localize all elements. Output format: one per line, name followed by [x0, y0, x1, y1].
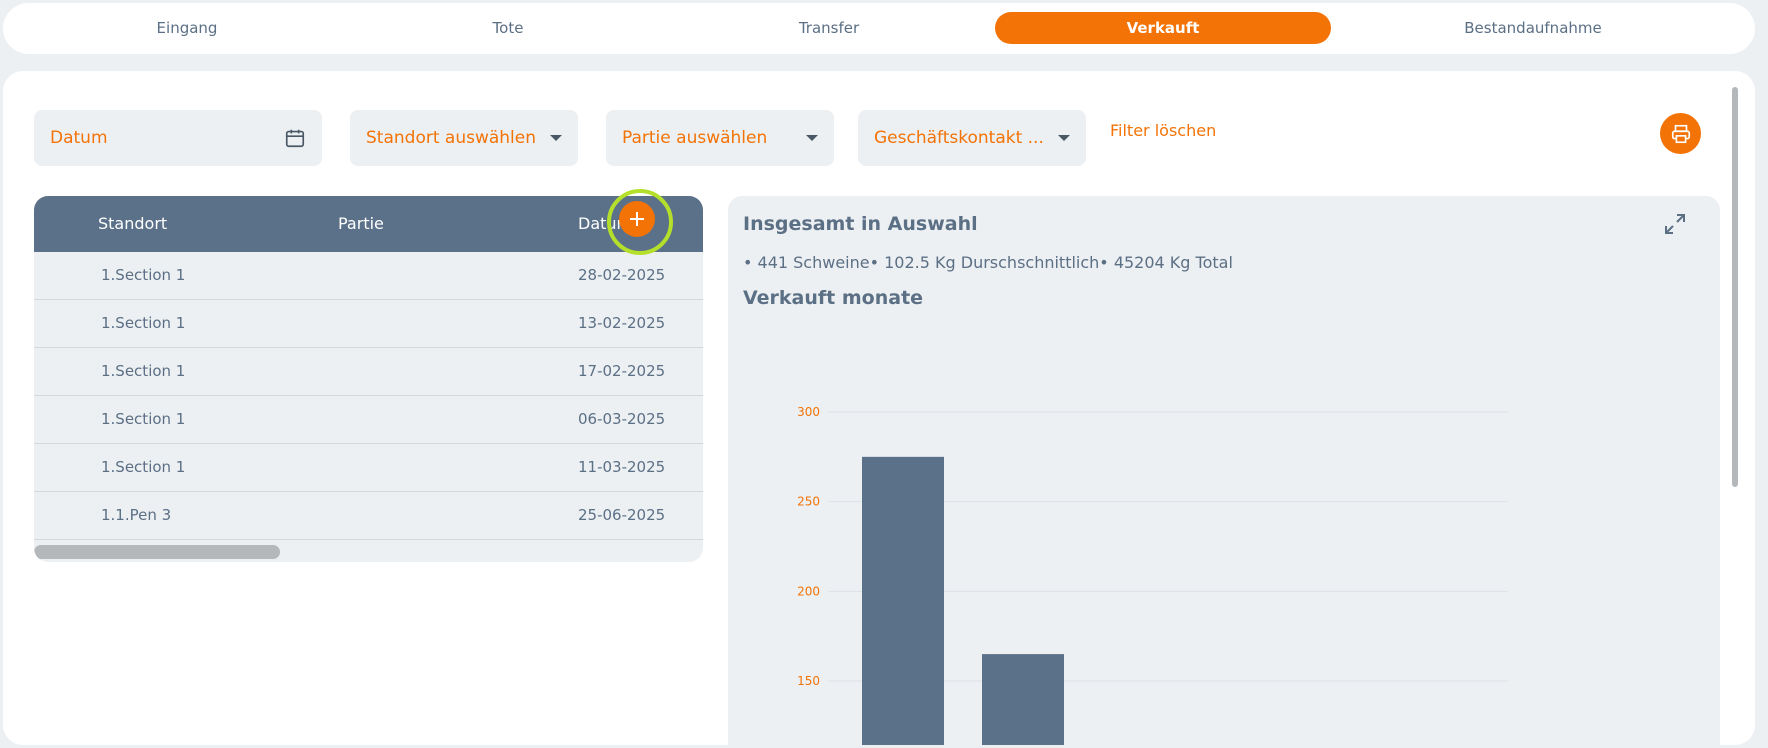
vertical-scrollbar[interactable] — [1732, 87, 1738, 487]
chart-bar[interactable] — [862, 456, 944, 745]
sales-table: Standort Partie Datum 1.Section 1 28-02-… — [34, 196, 703, 562]
column-header-partie[interactable]: Partie — [338, 214, 384, 233]
printer-icon — [1671, 124, 1690, 143]
batch-select[interactable]: Partie auswählen — [606, 110, 834, 166]
column-header-standort[interactable]: Standort — [98, 214, 168, 233]
table-header: Standort Partie Datum — [34, 196, 703, 252]
cell-standort: 1.Section 1 — [101, 410, 186, 428]
chevron-down-icon — [1058, 135, 1070, 141]
cell-standort: 1.Section 1 — [101, 266, 186, 284]
y-tick-label: 200 — [797, 584, 820, 598]
highlight-ring — [607, 189, 673, 255]
date-filter[interactable]: Datum — [34, 110, 322, 166]
add-button[interactable] — [619, 201, 655, 237]
contact-select-label: Geschäftskontakt ... — [874, 128, 1044, 148]
y-tick-label: 150 — [797, 674, 820, 688]
cell-datum: 11-03-2025 — [578, 458, 666, 476]
cell-standort: 1.1.Pen 3 — [101, 506, 172, 524]
cell-datum: 17-02-2025 — [578, 362, 666, 380]
tab-bestandaufnahme[interactable]: Bestandaufnahme — [1464, 19, 1602, 37]
table-row[interactable]: 1.Section 1 11-03-2025 — [34, 444, 703, 492]
table-row[interactable]: 1.1.Pen 3 25-06-2025 — [34, 492, 703, 540]
cell-datum: 06-03-2025 — [578, 410, 666, 428]
chevron-down-icon — [806, 135, 818, 141]
print-button[interactable] — [1660, 113, 1701, 154]
clear-filters-link[interactable]: Filter löschen — [1110, 121, 1217, 140]
cell-datum: 25-06-2025 — [578, 506, 666, 524]
tab-verkauft[interactable]: Verkauft — [995, 12, 1331, 44]
cell-standort: 1.Section 1 — [101, 362, 186, 380]
cell-standort: 1.Section 1 — [101, 458, 186, 476]
cell-standort: 1.Section 1 — [101, 314, 186, 332]
horizontal-scrollbar[interactable] — [34, 545, 280, 559]
cell-datum: 28-02-2025 — [578, 266, 666, 284]
summary-title: Insgesamt in Auswahl — [743, 213, 978, 235]
bar-chart: 150 200 250 300 — [797, 405, 1508, 745]
summary-card: Insgesamt in Auswahl • 441 Schweine• 102… — [728, 196, 1720, 745]
location-select[interactable]: Standort auswählen — [350, 110, 578, 166]
y-tick-label: 300 — [797, 405, 820, 419]
chart-title: Verkauft monate — [743, 287, 924, 309]
location-select-label: Standort auswählen — [366, 128, 536, 148]
chart-bar[interactable] — [982, 654, 1064, 745]
batch-select-label: Partie auswählen — [622, 128, 768, 148]
date-filter-label: Datum — [50, 128, 108, 148]
tab-tote[interactable]: Tote — [492, 19, 524, 37]
plus-icon — [630, 212, 644, 226]
tab-eingang[interactable]: Eingang — [156, 19, 218, 37]
contact-select[interactable]: Geschäftskontakt ... — [858, 110, 1086, 166]
tab-transfer[interactable]: Transfer — [798, 19, 860, 37]
top-tab-bar: Eingang Tote Transfer Verkauft Bestandau… — [3, 3, 1755, 54]
calendar-icon[interactable] — [284, 127, 306, 149]
expand-icon[interactable] — [1663, 212, 1687, 236]
y-tick-label: 250 — [797, 495, 820, 509]
summary-stats: • 441 Schweine• 102.5 Kg Durschschnittli… — [743, 253, 1233, 272]
table-row[interactable]: 1.Section 1 13-02-2025 — [34, 300, 703, 348]
table-row[interactable]: 1.Section 1 28-02-2025 — [34, 252, 703, 300]
cell-datum: 13-02-2025 — [578, 314, 666, 332]
table-row[interactable]: 1.Section 1 17-02-2025 — [34, 348, 703, 396]
chevron-down-icon — [550, 135, 562, 141]
main-panel: Datum Standort auswählen Partie auswähle… — [3, 71, 1755, 745]
table-row[interactable]: 1.Section 1 06-03-2025 — [34, 396, 703, 444]
